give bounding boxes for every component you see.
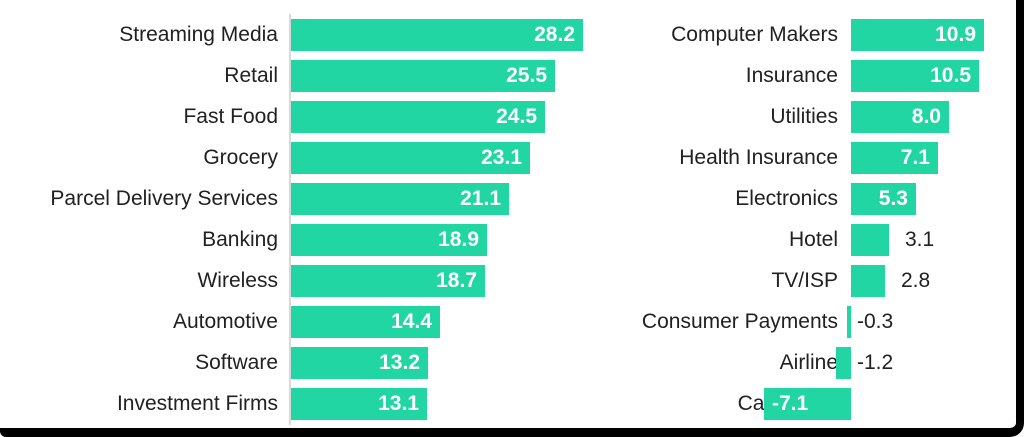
bar <box>836 347 851 379</box>
value-label: 10.5 <box>930 64 971 87</box>
category-label: Fast Food <box>183 105 278 128</box>
value-label: 7.1 <box>900 146 930 169</box>
bar: 18.7 <box>291 265 485 297</box>
category-label: Software <box>195 351 278 374</box>
value-label: 8.0 <box>911 105 941 128</box>
category-label: Utilities <box>770 105 838 128</box>
bar <box>851 265 885 297</box>
bar: 25.5 <box>291 60 555 92</box>
bar: 24.5 <box>291 101 545 133</box>
value-label: 28.2 <box>534 23 575 46</box>
right-bar-chart: Computer Makers 10.9 Insurance 10.5 Utilitie… <box>641 19 984 420</box>
value-label: -0.3 <box>857 310 894 333</box>
left-bar-chart: Streaming Media 28.2 Retail 25.5 Fast Food 24… <box>50 19 583 420</box>
bar: 7.1 <box>851 142 938 174</box>
bar: 21.1 <box>291 183 509 215</box>
bar: 8.0 <box>851 101 949 133</box>
bar: -7.1 <box>764 388 851 420</box>
value-label: 18.7 <box>436 269 477 292</box>
category-label: Airline <box>779 351 838 374</box>
bar: 13.2 <box>291 347 428 379</box>
value-label: 23.1 <box>481 146 522 169</box>
value-label: 2.8 <box>901 269 931 292</box>
bar: 18.9 <box>291 224 487 256</box>
value-label: 10.9 <box>935 23 976 46</box>
value-label: 13.2 <box>379 351 420 374</box>
value-label: 5.3 <box>878 187 908 210</box>
value-label: 25.5 <box>506 64 547 87</box>
category-label: Automotive <box>172 310 278 333</box>
category-label: Grocery <box>203 146 278 169</box>
value-label: 21.1 <box>460 187 501 210</box>
bar: 28.2 <box>291 19 583 51</box>
bar <box>847 306 851 338</box>
category-label: Parcel Delivery Services <box>50 187 278 210</box>
category-label: Retail <box>224 64 278 87</box>
category-label: Banking <box>202 228 278 251</box>
bar: 5.3 <box>851 183 916 215</box>
category-label: Insurance <box>745 64 838 87</box>
category-label: Hotel <box>788 228 838 251</box>
category-label: Health Insurance <box>679 146 838 169</box>
bar: 10.5 <box>851 60 979 92</box>
value-label: 18.9 <box>438 228 479 251</box>
bar: 23.1 <box>291 142 530 174</box>
value-label: 24.5 <box>496 105 537 128</box>
category-label: TV/ISP <box>771 269 838 292</box>
bar: 13.1 <box>291 388 427 420</box>
value-label: 3.1 <box>905 228 935 251</box>
bar <box>851 224 889 256</box>
category-label: Wireless <box>197 269 278 292</box>
value-label: -1.2 <box>857 351 894 374</box>
value-label: 13.1 <box>378 392 419 415</box>
bar: 14.4 <box>291 306 440 338</box>
category-label: Investment Firms <box>116 392 278 415</box>
category-label: Electronics <box>735 187 838 210</box>
bar: 10.9 <box>851 19 984 51</box>
value-label: -7.1 <box>772 392 809 415</box>
category-label: Streaming Media <box>119 23 278 46</box>
value-label: 14.4 <box>391 310 432 333</box>
category-label: Computer Makers <box>671 23 838 46</box>
category-label: Consumer Payments <box>641 310 838 333</box>
axis-baseline <box>289 14 291 425</box>
